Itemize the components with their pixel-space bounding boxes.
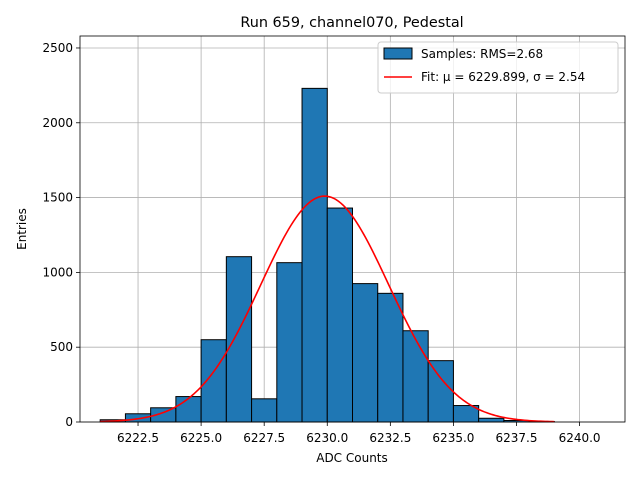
legend-swatch-histogram: [383, 47, 413, 60]
histogram-bar: [478, 417, 505, 423]
legend-label-histogram: Samples: RMS=2.68: [421, 47, 543, 61]
y-tick-label: 1500: [42, 191, 73, 205]
x-tick-label: 6225.0: [180, 431, 222, 445]
x-axis-ticks: 6222.5 6225.0 6227.5 6230.0 6232.5 6235.0 6237…: [117, 422, 601, 445]
histogram-bars: [99, 87, 555, 423]
histogram-bar: [427, 360, 454, 423]
histogram-bar: [301, 87, 328, 423]
y-tick-label: 2000: [42, 116, 73, 130]
x-tick-label: 6240.0: [559, 431, 601, 445]
x-tick-label: 6232.5: [369, 431, 411, 445]
histogram-bar: [377, 292, 404, 423]
histogram-bar: [352, 283, 379, 423]
y-tick-label: 1000: [42, 265, 73, 279]
histogram-bar: [251, 398, 278, 423]
histogram-bar: [225, 256, 253, 423]
x-tick-label: 6235.0: [432, 431, 474, 445]
chart-title: Run 659, channel070, Pedestal: [240, 15, 463, 31]
x-tick-label: 6237.5: [496, 431, 538, 445]
fit-curve: [100, 195, 555, 423]
histogram-bar: [326, 207, 354, 423]
x-tick-label: 6227.5: [243, 431, 285, 445]
histogram-bar: [402, 330, 429, 423]
y-axis-ticks: 0 500 1000 1500 2000 2500: [42, 41, 80, 429]
y-tick-label: 2500: [42, 41, 73, 55]
plot-frame: [79, 35, 626, 423]
legend-label-fit: Fit: μ = 6229.899, σ = 2.54: [421, 70, 585, 84]
x-tick-label: 6222.5: [117, 431, 159, 445]
histogram-bar: [200, 339, 227, 423]
histogram-bar: [175, 396, 202, 423]
y-tick-label: 500: [50, 340, 73, 354]
x-axis-label: ADC Counts: [316, 451, 388, 465]
legend-box: [377, 41, 619, 94]
histogram-bar: [276, 262, 303, 423]
y-tick-label: 0: [65, 415, 73, 429]
x-tick-label: 6230.0: [306, 431, 348, 445]
y-axis-label: Entries: [15, 208, 29, 250]
legend: Samples: RMS=2.68 Fit: μ = 6229.899, σ =…: [377, 41, 619, 94]
fit-curve-group: [100, 195, 555, 423]
